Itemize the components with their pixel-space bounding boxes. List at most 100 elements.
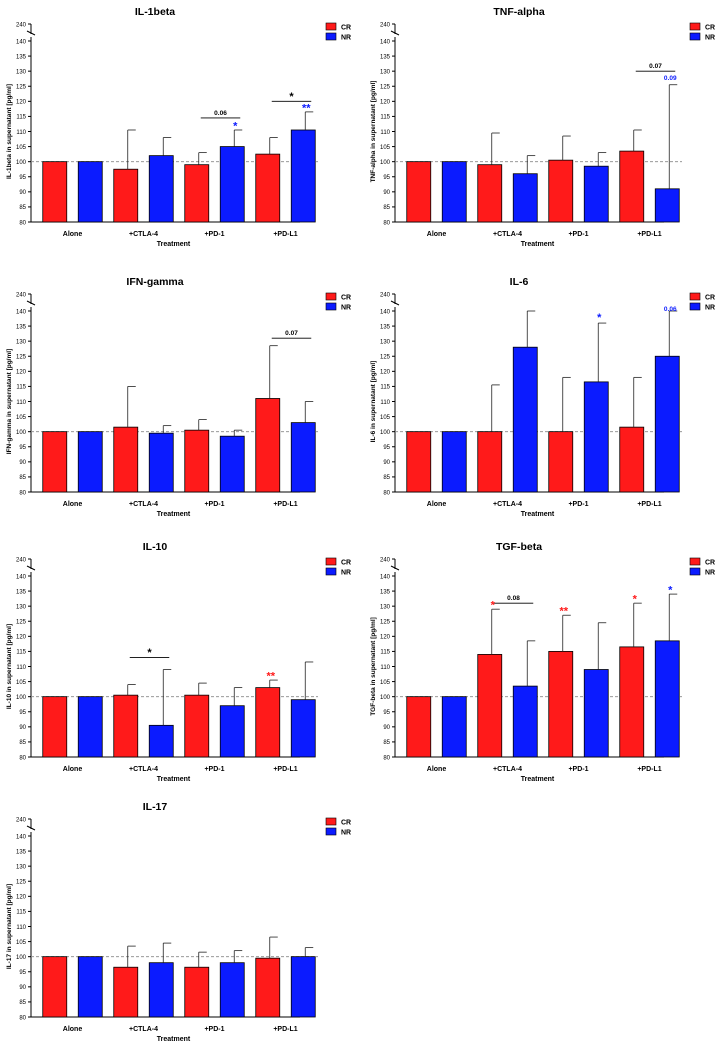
bar-nr bbox=[77, 431, 103, 493]
x-axis-label: Treatment bbox=[521, 241, 555, 248]
x-tick-label: +PD-L1 bbox=[637, 766, 661, 773]
y-tick-label: 135 bbox=[16, 324, 27, 330]
bar-cr bbox=[406, 431, 432, 493]
legend-label-nr: NR bbox=[341, 830, 351, 837]
bar-nr bbox=[148, 432, 174, 493]
bar-cr bbox=[406, 161, 432, 223]
bar-nr bbox=[77, 161, 103, 223]
significance-star: * bbox=[668, 585, 673, 597]
bar-cr bbox=[184, 694, 210, 758]
y-axis-break-mark bbox=[390, 30, 400, 36]
bar-nr bbox=[583, 381, 609, 493]
y-tick-label: 130 bbox=[380, 339, 391, 345]
bar-cr bbox=[406, 696, 432, 758]
legend-swatch-nr bbox=[689, 567, 701, 576]
bar-cr bbox=[619, 426, 645, 493]
legend-swatch-nr bbox=[325, 32, 337, 41]
y-tick-label: 90 bbox=[19, 985, 26, 991]
significance-pvalue: 0.06 bbox=[664, 306, 677, 313]
bar-cr bbox=[255, 398, 281, 493]
bar-nr bbox=[512, 173, 538, 223]
legend-label-nr: NR bbox=[705, 35, 715, 42]
x-tick-label: +PD-L1 bbox=[273, 501, 297, 508]
significance-star: * bbox=[597, 312, 602, 324]
legend-label-cr: CR bbox=[705, 25, 715, 32]
bar-nr bbox=[290, 699, 316, 758]
y-tick-label: 100 bbox=[380, 695, 391, 701]
y-tick-label: 110 bbox=[16, 400, 26, 406]
legend-swatch-nr bbox=[325, 302, 337, 311]
y-tick-label: 115 bbox=[16, 650, 26, 656]
legend-swatch-nr bbox=[325, 827, 337, 836]
y-axis-label: IL-10 in supernatant [pg/ml] bbox=[6, 624, 13, 709]
y-tick-label: 130 bbox=[380, 604, 391, 610]
x-tick-label: +CTLA-4 bbox=[493, 501, 522, 508]
y-tick-label: 130 bbox=[16, 69, 27, 75]
y-tick-label: 120 bbox=[16, 895, 27, 901]
y-tick-label: 80 bbox=[383, 490, 390, 496]
bar-nr bbox=[77, 696, 103, 758]
chart-panel-3: IFN-gamma 240 80 85 90 95 100 105 110 115 120 125 13… bbox=[6, 276, 351, 518]
x-tick-label: Alone bbox=[427, 231, 447, 238]
bar-cr bbox=[255, 957, 281, 1018]
bar-nr bbox=[441, 696, 467, 758]
significance-star: ** bbox=[302, 102, 311, 114]
x-axis-label: Treatment bbox=[521, 776, 555, 783]
y-tick-label: 140 bbox=[380, 574, 391, 580]
y-tick-label: 110 bbox=[380, 400, 390, 406]
y-tick-label: 90 bbox=[19, 725, 26, 731]
y-tick-label: 240 bbox=[16, 558, 27, 564]
y-tick-label: 115 bbox=[16, 115, 26, 121]
y-tick-label: 125 bbox=[16, 620, 27, 626]
y-tick-label: 80 bbox=[19, 755, 26, 761]
y-tick-label: 95 bbox=[383, 445, 390, 451]
y-tick-label: 115 bbox=[16, 910, 26, 916]
y-tick-label: 140 bbox=[380, 39, 391, 45]
chart-panel-6: TGF-beta 240 80 85 90 95 100 105 110 115 120 125 130… bbox=[370, 541, 715, 783]
y-tick-label: 100 bbox=[380, 430, 391, 436]
x-tick-label: Alone bbox=[427, 766, 447, 773]
y-tick-label: 130 bbox=[16, 864, 27, 870]
x-tick-label: +PD-L1 bbox=[273, 231, 297, 238]
y-tick-label: 80 bbox=[19, 490, 26, 496]
bar-nr bbox=[583, 669, 609, 758]
y-tick-label: 80 bbox=[19, 1015, 26, 1021]
y-tick-label: 85 bbox=[19, 740, 26, 746]
y-tick-label: 135 bbox=[16, 54, 27, 60]
significance-star: * bbox=[233, 120, 238, 132]
y-tick-label: 85 bbox=[19, 475, 26, 481]
bar-cr bbox=[113, 694, 139, 758]
x-tick-label: +PD-1 bbox=[568, 501, 588, 508]
bar-cr bbox=[184, 966, 210, 1018]
y-tick-label: 120 bbox=[16, 635, 27, 641]
y-tick-label: 140 bbox=[16, 39, 27, 45]
y-tick-label: 85 bbox=[19, 1000, 26, 1006]
legend-label-cr: CR bbox=[705, 295, 715, 302]
significance-pvalue: 0.09 bbox=[664, 75, 677, 82]
significance-star: * bbox=[491, 600, 496, 612]
y-tick-label: 95 bbox=[19, 710, 26, 716]
y-tick-label: 105 bbox=[16, 680, 27, 686]
x-tick-label: +PD-1 bbox=[568, 231, 588, 238]
bar-nr bbox=[290, 956, 316, 1018]
y-tick-label: 135 bbox=[16, 849, 27, 855]
y-tick-label: 140 bbox=[16, 309, 27, 315]
x-tick-label: +CTLA-4 bbox=[129, 766, 158, 773]
significance-label: * bbox=[147, 647, 152, 659]
y-tick-label: 105 bbox=[16, 145, 27, 151]
bar-cr bbox=[42, 431, 68, 493]
y-tick-label: 240 bbox=[380, 23, 391, 29]
x-tick-label: +PD-L1 bbox=[637, 231, 661, 238]
chart-title: IL-10 bbox=[143, 541, 168, 553]
y-tick-label: 115 bbox=[16, 385, 26, 391]
y-tick-label: 90 bbox=[19, 460, 26, 466]
significance-label: 0.07 bbox=[285, 330, 298, 337]
y-tick-label: 140 bbox=[16, 834, 27, 840]
legend-swatch-cr bbox=[689, 557, 701, 566]
legend-label-nr: NR bbox=[341, 305, 351, 312]
y-tick-label: 110 bbox=[380, 665, 390, 671]
legend-swatch-cr bbox=[325, 817, 337, 826]
y-tick-label: 85 bbox=[383, 740, 390, 746]
x-tick-label: Alone bbox=[63, 231, 83, 238]
